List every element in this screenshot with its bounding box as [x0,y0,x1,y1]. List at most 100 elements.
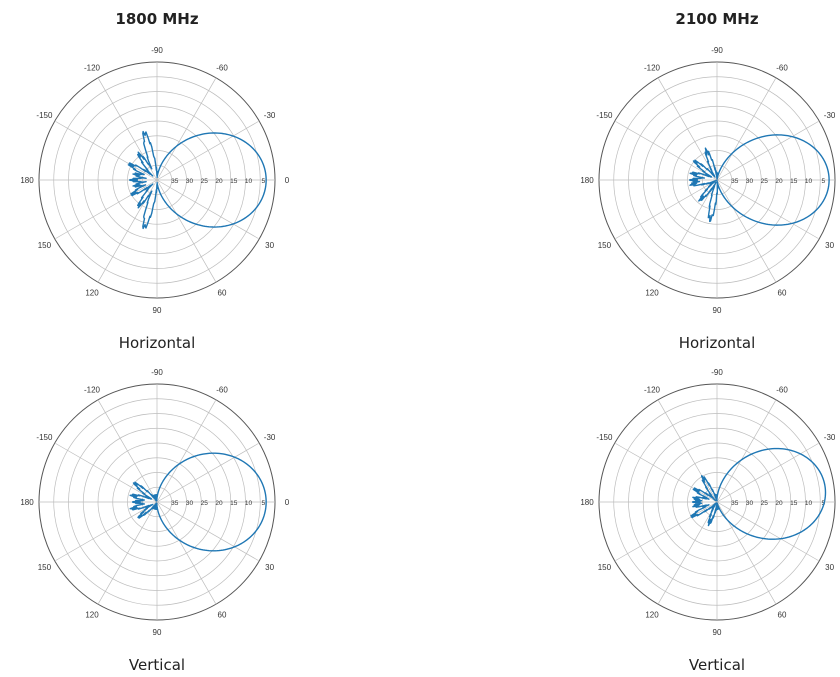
radiation-pattern-trace [127,130,267,230]
angle-tick-label: -150 [596,433,613,442]
radial-tick-label: 20 [215,178,223,185]
polar-spoke [156,77,217,181]
angle-tick-label: 0 [285,498,290,507]
angle-tick-label: -60 [776,63,788,72]
polar-spoke [156,501,260,562]
angle-tick-label: 120 [85,611,99,620]
angle-tick-label: -120 [84,385,101,394]
angle-tick-label: 30 [265,563,274,572]
angle-tick-label: -90 [711,368,723,377]
radial-tick-label: 30 [186,500,194,507]
angle-tick-label: 60 [778,289,787,298]
angle-tick-label: 30 [825,241,834,250]
polar-spoke [614,120,718,181]
angle-tick-label: 150 [598,563,612,572]
radial-tick-label: 15 [790,178,798,185]
caption-2100-horizontal: Horizontal [678,334,756,352]
angle-tick-label: -60 [216,63,228,72]
angle-tick-label: 90 [713,306,722,315]
angle-tick-label: 180 [20,498,34,507]
angle-tick-label: -30 [264,433,276,442]
radial-tick-label: 30 [746,500,754,507]
polar-spoke [156,179,217,283]
angle-tick-label: -30 [824,111,836,120]
radiation-pattern-trace [688,134,830,226]
angle-tick-label: 180 [20,176,34,185]
angle-tick-label: 60 [778,611,787,620]
polar-spoke [156,120,260,181]
polar-spoke [657,501,718,605]
polar-spoke [156,179,260,240]
radial-tick-label: 35 [731,500,739,507]
angle-tick-label: -60 [776,385,788,394]
polar-plot-1800-vertical: -90 -60 -30 0 30 60 90 120 150 180 -150 -120 35 30 25 2… [20,368,290,637]
radial-tick-label: 30 [186,178,194,185]
angle-tick-label: -150 [36,111,53,120]
polar-spoke [657,179,718,283]
angle-tick-label: 60 [218,289,227,298]
angle-tick-label: 180 [580,498,594,507]
polar-spoke [54,442,158,503]
angle-tick-label: -90 [151,368,163,377]
polar-spoke [614,501,718,562]
radial-tick-label: 25 [761,500,769,507]
angle-tick-label: 90 [713,628,722,637]
angle-tick-label: 120 [85,289,99,298]
angle-tick-label: 30 [825,563,834,572]
angle-tick-label: 30 [265,241,274,250]
polar-spoke [614,442,718,503]
radial-tick-label: 10 [245,178,253,185]
radial-tick-label: 25 [201,500,209,507]
radial-tick-label: 35 [171,178,179,185]
angle-tick-label: -150 [36,433,53,442]
radial-tick-label: 5 [821,178,825,185]
radial-tick-label: 35 [171,500,179,507]
angle-tick-label: 150 [38,563,52,572]
radial-tick-label: 20 [775,178,783,185]
radial-tick-label: 30 [746,178,754,185]
polar-spoke [716,77,777,181]
polar-spoke [97,501,158,605]
angle-tick-label: -30 [824,433,836,442]
angle-tick-label: 150 [38,241,52,250]
angle-tick-label: 120 [645,289,659,298]
radial-tick-label: 10 [805,500,813,507]
angle-tick-label: 90 [153,628,162,637]
radial-tick-label: 20 [775,500,783,507]
angle-tick-label: -150 [596,111,613,120]
polar-spoke [54,120,158,181]
polar-spoke [716,179,820,240]
angle-tick-label: -60 [216,385,228,394]
caption-1800-vertical: Vertical [128,656,186,674]
angle-tick-label: 180 [580,176,594,185]
angle-tick-label: -120 [644,63,661,72]
angle-tick-label: -120 [84,63,101,72]
angle-tick-label: 90 [153,306,162,315]
chart-title-1800mhz: 1800 MHz [115,10,199,28]
polar-spoke [54,501,158,562]
polar-spoke [716,179,777,283]
radial-tick-label: 5 [261,178,265,185]
radial-tick-label: 35 [731,178,739,185]
caption-1800-horizontal: Horizontal [118,334,196,352]
angle-tick-label: 0 [285,176,290,185]
radial-tick-label: 10 [245,500,253,507]
polar-spoke [657,77,718,181]
polar-plot-2100-horizontal: -90-60-300306090120150180-150-1203530252… [580,46,836,315]
angle-tick-label: -30 [264,111,276,120]
angle-tick-label: 60 [218,611,227,620]
polar-spoke [156,399,217,503]
radial-tick-label: 15 [230,500,238,507]
radiation-pattern-trace [690,447,827,540]
polar-plot-1800-horizontal: -90 -60 -30 0 30 60 90 120 150 180 -150 -120 35 30 25 2… [20,46,290,315]
radial-tick-label: 20 [215,500,223,507]
angle-tick-label: 150 [598,241,612,250]
angle-tick-label: 120 [645,611,659,620]
polar-spoke [156,501,217,605]
polar-spoke [716,442,820,503]
radial-tick-label: 15 [790,500,798,507]
polar-spoke [97,399,158,503]
polar-spoke [716,399,777,503]
polar-spoke [716,501,820,562]
caption-2100-vertical: Vertical [688,656,746,674]
